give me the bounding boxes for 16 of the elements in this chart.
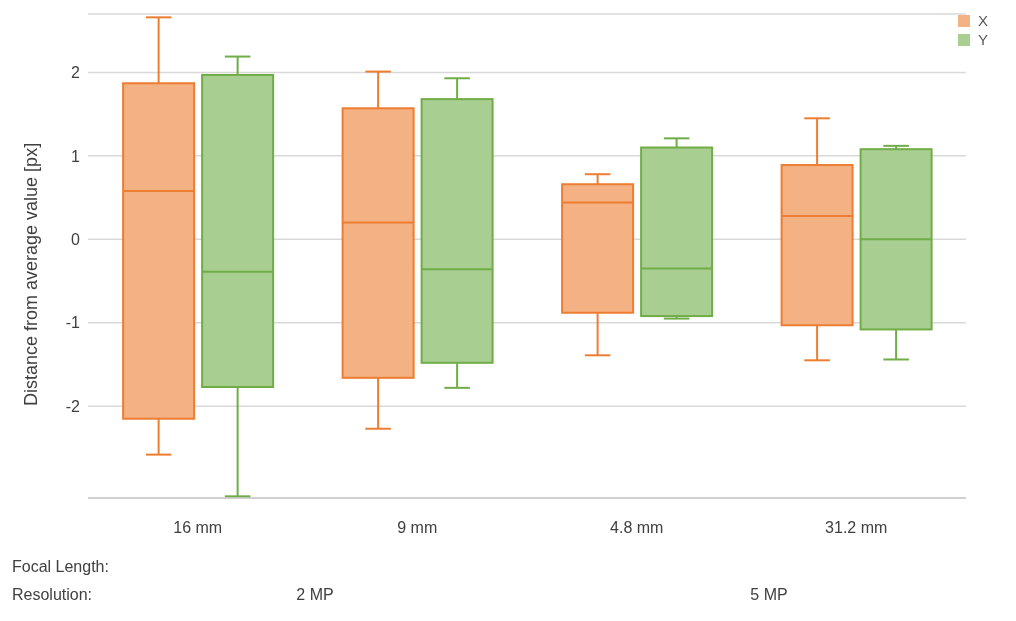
y-axis-title: Distance from average value [px] xyxy=(21,142,42,406)
x-tick-label: 9 mm xyxy=(397,519,438,537)
text: 2 MP xyxy=(295,586,335,604)
x-tick-label: 16 mm xyxy=(173,519,223,537)
y-tick-label: -2 xyxy=(65,397,81,415)
y-tick-label: 2 xyxy=(71,64,81,82)
text: 5 MP xyxy=(749,586,789,604)
text: Resolution: xyxy=(12,586,93,604)
y-tick-label: 0 xyxy=(71,230,81,248)
legend-label: X xyxy=(977,12,988,29)
y-tick-label: 1 xyxy=(71,147,81,165)
x-tick-label: 4.8 mm xyxy=(610,519,664,537)
legend-label: Y xyxy=(977,31,988,48)
y-tick-label: -1 xyxy=(65,314,81,332)
x-tick-label: 31.2 mm xyxy=(825,519,888,537)
text: Focal Length: xyxy=(12,558,109,576)
